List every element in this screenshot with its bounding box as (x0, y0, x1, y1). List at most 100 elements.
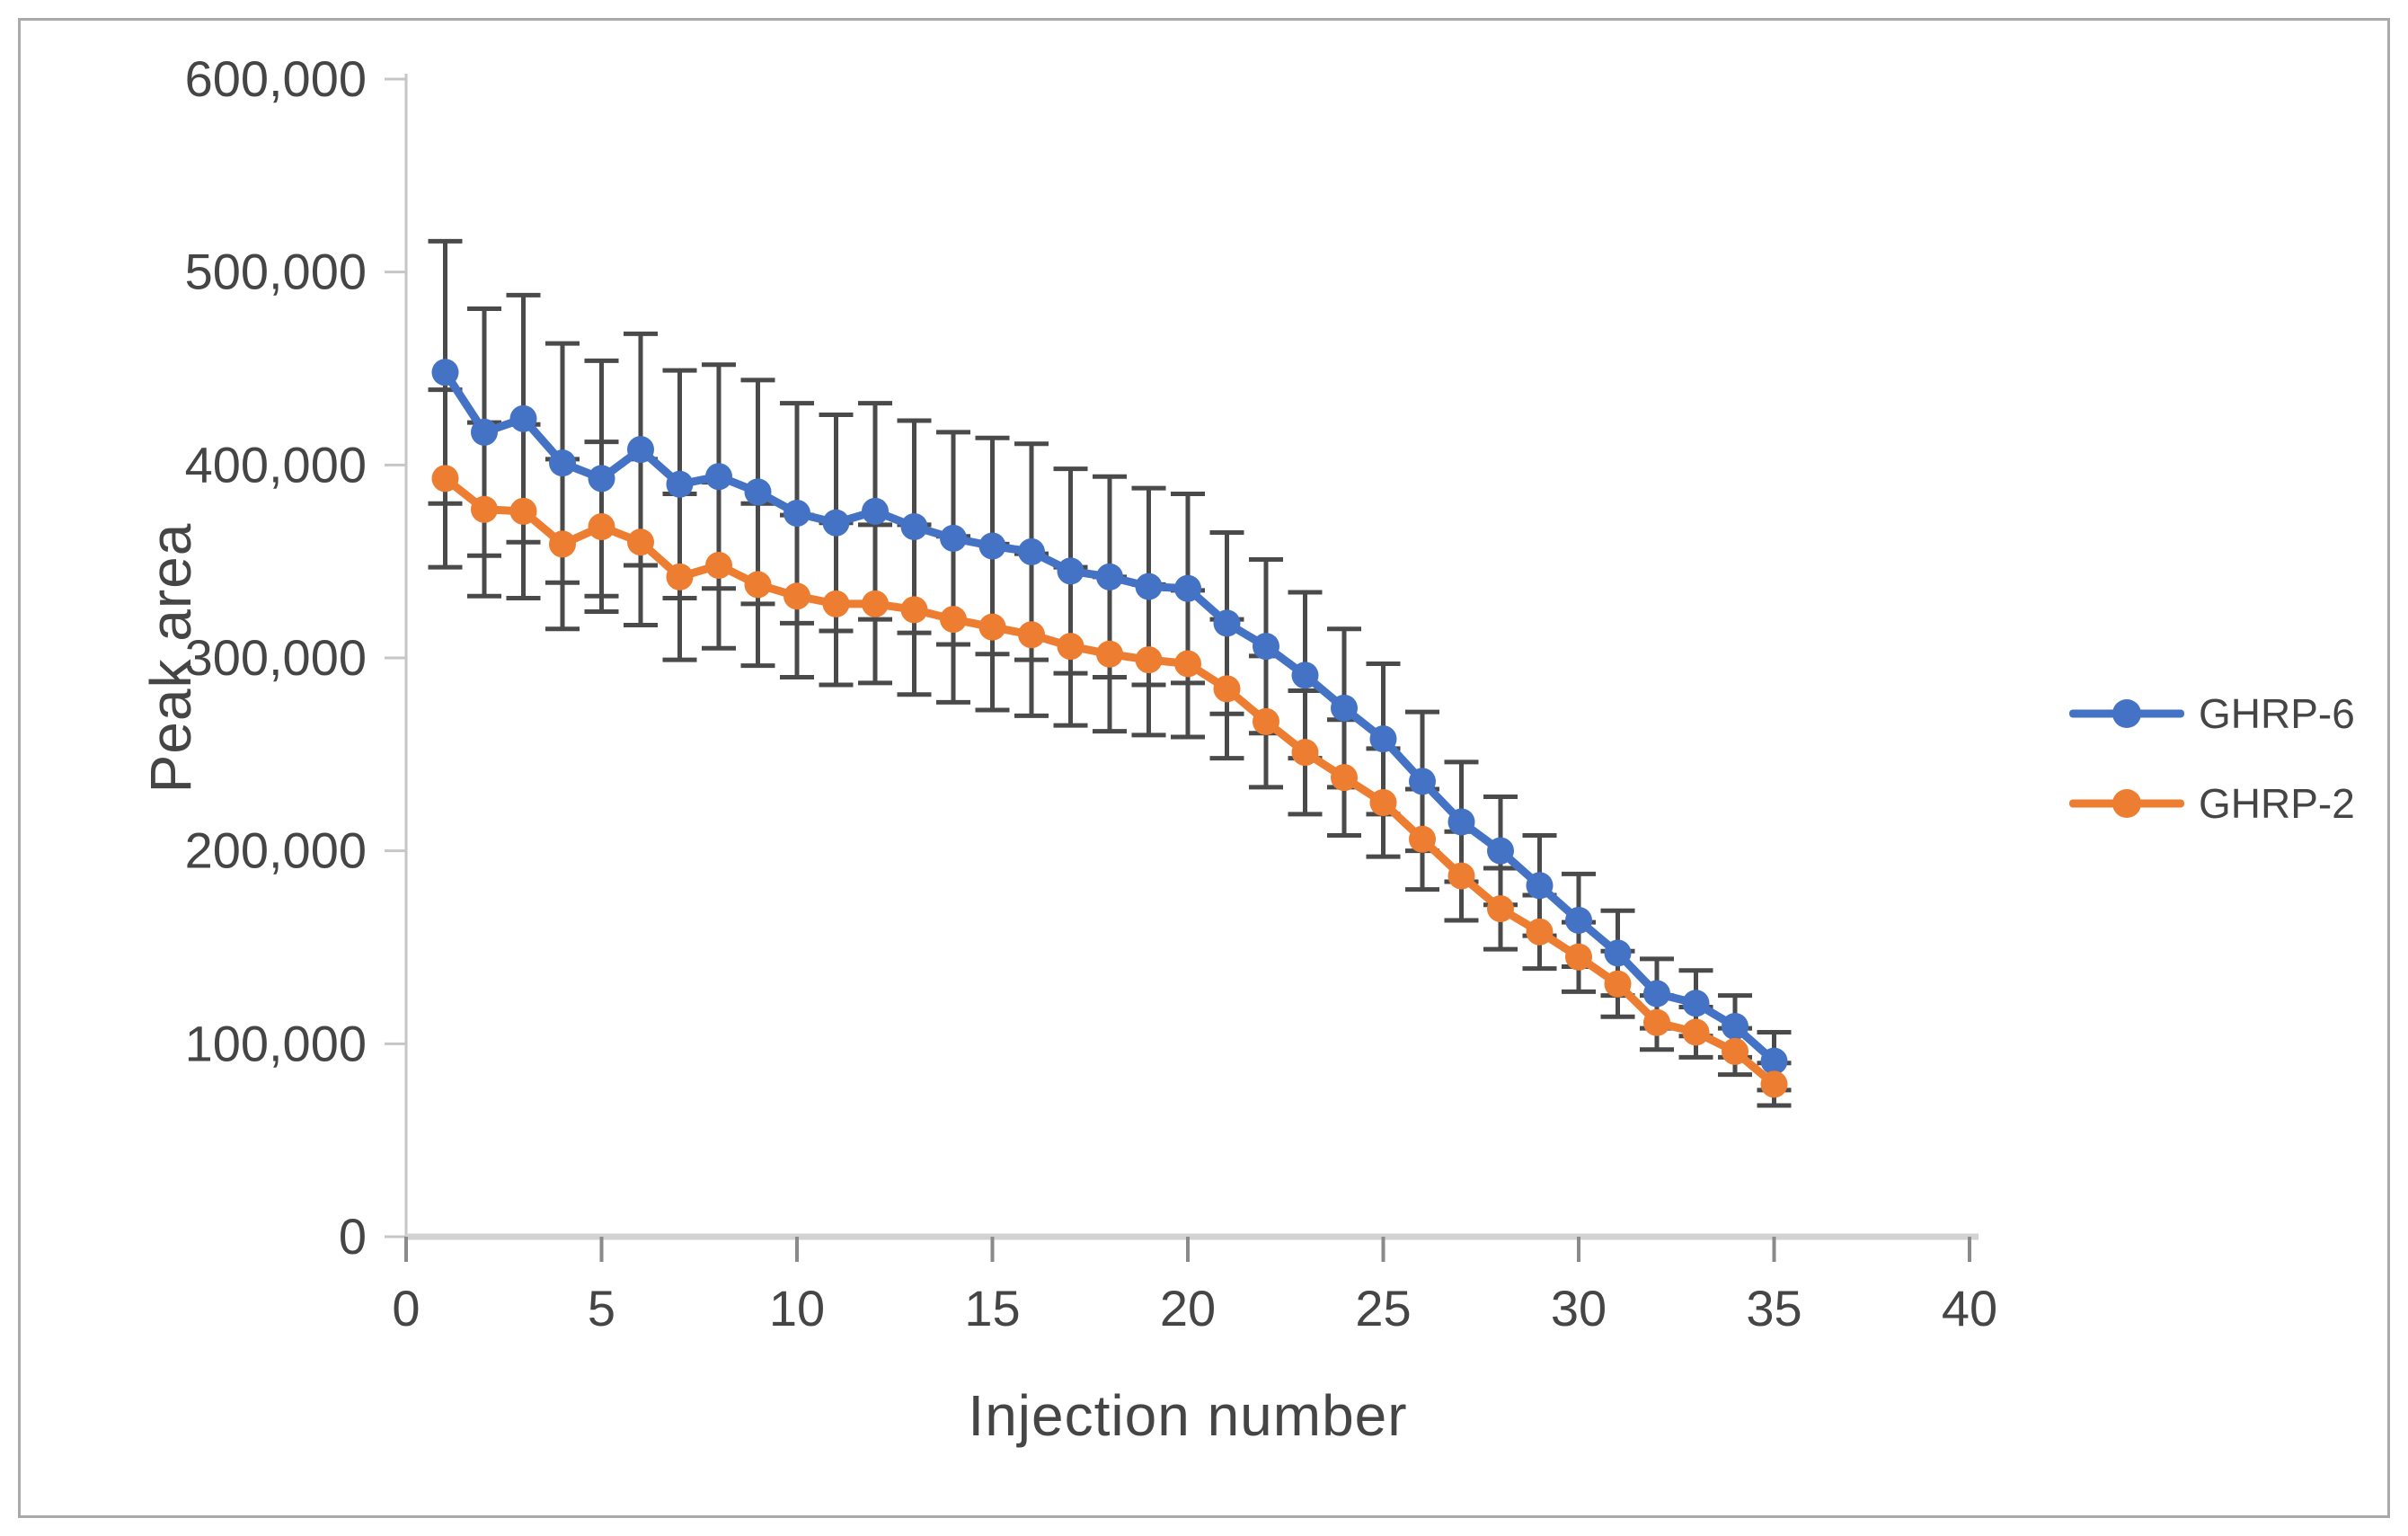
legend: GHRP-6 GHRP-2 (2069, 690, 2355, 827)
y-tick-label: 600,000 (185, 50, 367, 107)
data-point-marker (783, 500, 810, 527)
data-point-marker (862, 590, 889, 617)
data-point-marker (1643, 980, 1670, 1008)
data-point-marker (1096, 563, 1123, 590)
data-point-marker (1526, 918, 1554, 946)
data-point-marker (1331, 694, 1358, 722)
data-point-marker (900, 596, 928, 624)
series-GHRP-6 (431, 359, 1788, 1075)
data-point-marker (1213, 609, 1241, 637)
x-tick-label: 0 (392, 1280, 420, 1336)
x-tick-label: 25 (1355, 1280, 1411, 1336)
x-tick-label: 40 (1942, 1280, 1997, 1336)
data-point-marker (1253, 633, 1279, 661)
data-point-marker (1526, 872, 1554, 900)
data-point-marker (1253, 707, 1279, 735)
x-tick-label: 35 (1746, 1280, 1802, 1336)
data-point-marker (1057, 633, 1084, 661)
data-point-marker (822, 590, 850, 617)
data-point-marker (1565, 943, 1592, 971)
legend-item: GHRP-2 (2069, 780, 2355, 827)
data-point-marker (744, 478, 772, 506)
data-point-marker (1447, 808, 1475, 836)
y-tick-label: 100,000 (185, 1015, 367, 1071)
data-point-marker (1760, 1070, 1788, 1098)
data-point-marker (1174, 650, 1201, 678)
data-point-marker (1682, 1018, 1710, 1046)
y-tick-label: 200,000 (185, 822, 367, 879)
data-point-marker (666, 470, 694, 498)
legend-label: GHRP-6 (2199, 690, 2355, 737)
data-point-marker (822, 509, 850, 537)
legend-line-marker-icon (2069, 698, 2184, 729)
x-tick-label: 10 (769, 1280, 825, 1336)
data-point-marker (978, 532, 1006, 560)
data-point-marker (1057, 557, 1084, 585)
data-point-marker (471, 495, 498, 523)
legend-item: GHRP-6 (2069, 690, 2355, 737)
data-point-marker (1331, 764, 1358, 792)
y-tick-label: 500,000 (185, 244, 367, 300)
data-point-marker (1604, 939, 1632, 967)
data-point-marker (1722, 1037, 1748, 1065)
data-point-marker (1565, 906, 1592, 934)
data-point-marker (1096, 640, 1123, 668)
x-tick-label: 20 (1160, 1280, 1216, 1336)
data-point-marker (509, 404, 537, 432)
data-point-marker (705, 463, 732, 491)
data-point-marker (1291, 739, 1319, 767)
data-point-marker (1760, 1047, 1788, 1075)
x-tick-label: 5 (588, 1280, 615, 1336)
data-point-marker (1018, 621, 1045, 649)
data-point-marker (1487, 895, 1514, 923)
data-point-marker (1409, 825, 1436, 853)
data-point-marker (1018, 537, 1045, 565)
data-point-marker (1135, 573, 1163, 600)
data-point-marker (1174, 574, 1201, 602)
data-point-marker (549, 449, 576, 477)
data-point-marker (1135, 646, 1163, 674)
data-point-marker (940, 606, 967, 634)
data-point-marker (549, 530, 576, 558)
x-tick-label: 15 (964, 1280, 1020, 1336)
data-point-marker (744, 571, 772, 599)
data-point-marker (509, 497, 537, 525)
legend-label: GHRP-2 (2199, 780, 2355, 827)
data-point-marker (1682, 990, 1710, 1017)
data-point-marker (862, 497, 889, 525)
x-tick-label: 30 (1551, 1280, 1607, 1336)
data-point-marker (1213, 675, 1241, 703)
data-point-marker (666, 563, 694, 590)
x-axis-title: Injection number (968, 1383, 1408, 1448)
data-point-marker (627, 436, 654, 464)
data-point-marker (1447, 862, 1475, 890)
data-point-marker (1604, 970, 1632, 998)
data-point-marker (978, 613, 1006, 641)
series-GHRP-2 (431, 465, 1788, 1098)
data-point-marker (783, 582, 810, 610)
data-point-marker (1643, 1008, 1670, 1036)
data-point-marker (1722, 1013, 1748, 1041)
data-point-marker (1291, 661, 1319, 689)
data-point-marker (1409, 768, 1436, 795)
data-point-marker (1369, 789, 1397, 816)
legend-line-marker-icon (2069, 788, 2184, 819)
y-tick-label: 400,000 (185, 436, 367, 493)
data-point-marker (900, 513, 928, 541)
data-point-marker (705, 551, 732, 579)
data-point-marker (588, 465, 615, 493)
data-point-marker (627, 528, 654, 556)
data-point-marker (471, 418, 498, 446)
y-tick-label: 0 (339, 1208, 367, 1265)
data-point-marker (431, 359, 459, 386)
data-point-marker (1369, 725, 1397, 753)
data-point-marker (431, 465, 459, 493)
data-point-marker (1487, 837, 1514, 865)
y-tick-label: 300,000 (185, 629, 367, 686)
y-axis-title: Peak area (138, 522, 203, 794)
data-point-marker (588, 513, 615, 541)
axes: 0 100,000 200,000 300,000 400,000 500,000 600,… (185, 50, 1998, 1336)
data-point-marker (940, 524, 967, 552)
